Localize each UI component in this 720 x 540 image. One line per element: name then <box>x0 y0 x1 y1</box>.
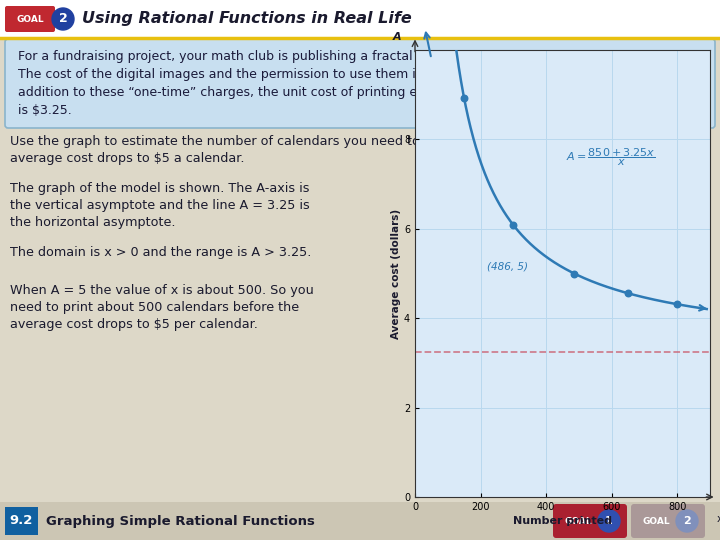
FancyBboxPatch shape <box>0 0 720 38</box>
FancyBboxPatch shape <box>553 504 627 538</box>
FancyBboxPatch shape <box>5 6 55 32</box>
FancyBboxPatch shape <box>5 39 715 128</box>
Text: GOAL: GOAL <box>564 516 592 525</box>
Point <box>672 300 683 308</box>
Text: GOAL: GOAL <box>642 516 670 525</box>
Text: is $3.25.: is $3.25. <box>18 104 72 117</box>
Text: Using Rational Functions in Real Life: Using Rational Functions in Real Life <box>82 11 412 26</box>
Point <box>569 269 580 278</box>
Text: GOAL: GOAL <box>16 15 44 24</box>
Text: 1: 1 <box>605 516 613 526</box>
Point <box>459 94 470 103</box>
Text: $A = \dfrac{850 + 3.25x}{x}$: $A = \dfrac{850 + 3.25x}{x}$ <box>566 147 655 168</box>
Text: A: A <box>392 31 401 42</box>
Text: Graphing Simple Rational Functions: Graphing Simple Rational Functions <box>46 515 315 528</box>
Y-axis label: Average cost (dollars): Average cost (dollars) <box>391 208 401 339</box>
Text: 2: 2 <box>683 516 691 526</box>
Text: Use the graph to estimate the number of calendars you need to print before the: Use the graph to estimate the number of … <box>10 135 524 148</box>
FancyBboxPatch shape <box>631 504 705 538</box>
Point <box>508 221 519 230</box>
Text: The cost of the digital images and the permission to use them is $850. In: The cost of the digital images and the p… <box>18 68 478 81</box>
Circle shape <box>52 8 74 30</box>
Text: addition to these “one-time” charges, the unit cost of printing each calendar: addition to these “one-time” charges, th… <box>18 86 498 99</box>
Text: the vertical asymptote and the line A = 3.25 is: the vertical asymptote and the line A = … <box>10 199 310 212</box>
FancyBboxPatch shape <box>0 502 720 540</box>
Circle shape <box>598 510 620 532</box>
Text: The graph of the model is shown. The A-axis is: The graph of the model is shown. The A-a… <box>10 182 310 195</box>
FancyBboxPatch shape <box>5 507 38 535</box>
Text: The domain is x > 0 and the range is A > 3.25.: The domain is x > 0 and the range is A >… <box>10 246 311 259</box>
Text: need to print about 500 calendars before the: need to print about 500 calendars before… <box>10 301 299 314</box>
Text: When A = 5 the value of x is about 500. So you: When A = 5 the value of x is about 500. … <box>10 284 314 297</box>
X-axis label: Number printed: Number printed <box>513 516 612 526</box>
Text: the horizontal asymptote.: the horizontal asymptote. <box>10 216 176 229</box>
Text: For a fundraising project, your math club is publishing a fractal art calendar.: For a fundraising project, your math clu… <box>18 50 496 63</box>
Text: 9.2: 9.2 <box>9 515 32 528</box>
Text: average cost drops to $5 per calendar.: average cost drops to $5 per calendar. <box>10 318 258 331</box>
Circle shape <box>676 510 698 532</box>
Text: average cost drops to $5 a calendar.: average cost drops to $5 a calendar. <box>10 152 245 165</box>
Text: x: x <box>717 514 720 524</box>
Text: (486, 5): (486, 5) <box>487 261 528 271</box>
Point <box>622 289 634 298</box>
Text: 2: 2 <box>58 12 68 25</box>
